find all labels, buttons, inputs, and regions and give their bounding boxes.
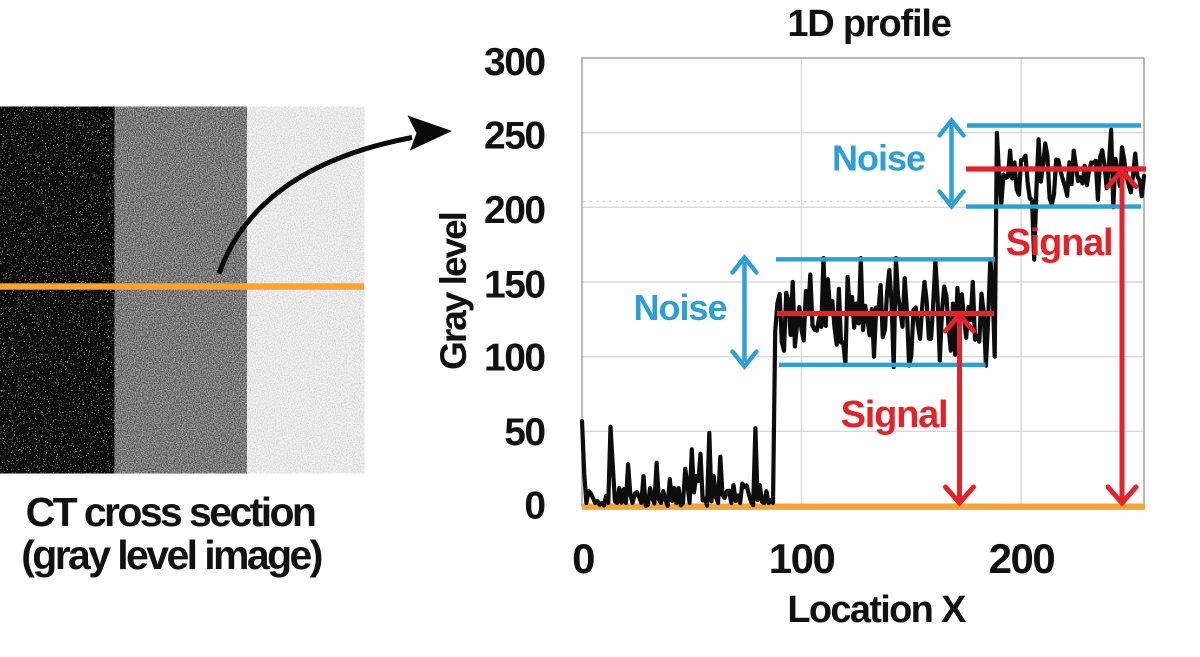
svg-text:Signal: Signal [841, 394, 948, 436]
svg-text:Signal: Signal [1006, 222, 1113, 264]
svg-text:100: 100 [769, 535, 835, 582]
svg-text:1D profile: 1D profile [787, 3, 950, 45]
svg-text:0: 0 [572, 535, 594, 582]
svg-text:100: 100 [484, 336, 545, 379]
svg-text:300: 300 [484, 41, 545, 84]
svg-text:Noise: Noise [633, 287, 726, 328]
svg-text:Location X: Location X [787, 589, 967, 631]
svg-text:Gray level: Gray level [433, 213, 474, 370]
svg-text:50: 50 [504, 411, 545, 454]
svg-text:0: 0 [524, 485, 545, 528]
svg-text:CT cross section: CT cross section [26, 489, 315, 535]
svg-text:200: 200 [484, 189, 545, 232]
svg-text:200: 200 [989, 535, 1055, 582]
svg-text:(gray level image): (gray level image) [21, 532, 322, 578]
svg-text:Noise: Noise [832, 138, 925, 179]
svg-text:250: 250 [484, 115, 545, 158]
svg-text:150: 150 [484, 263, 545, 306]
